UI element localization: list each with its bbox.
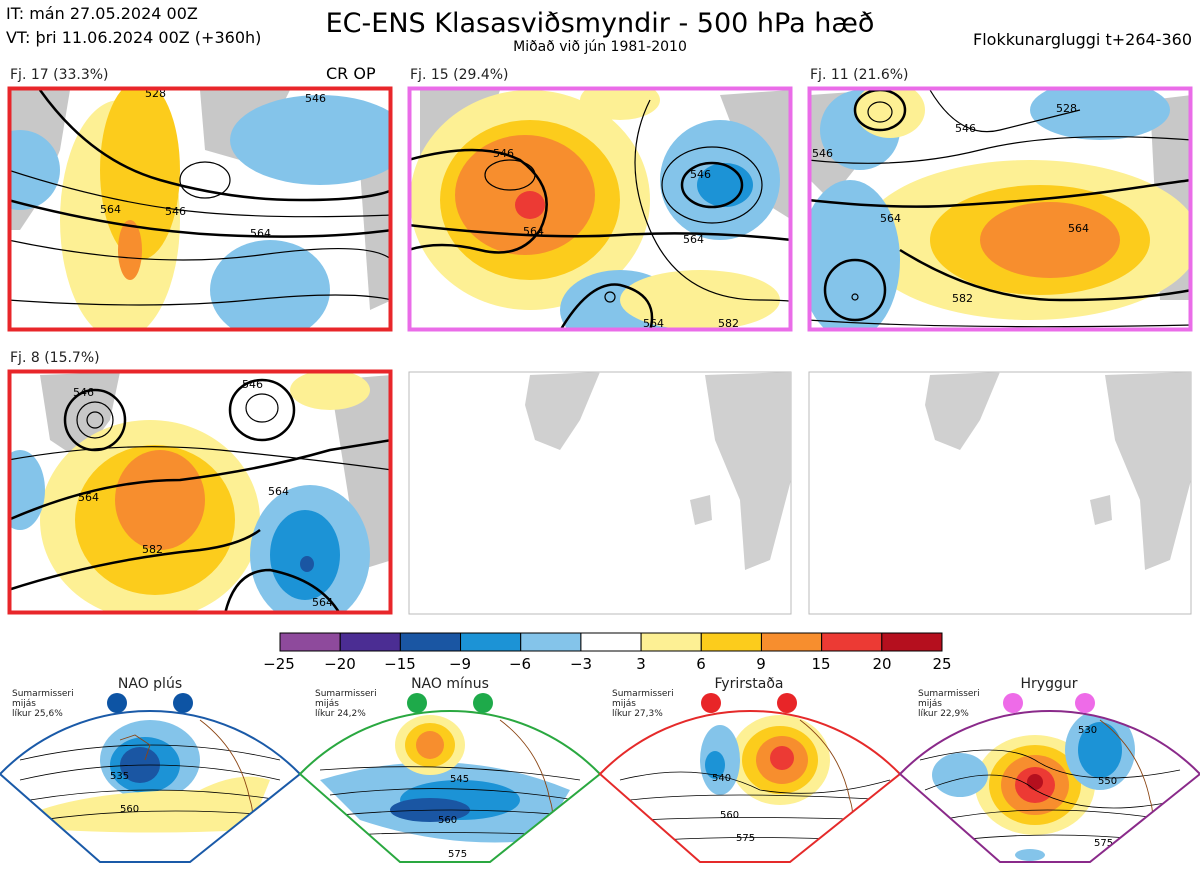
- cluster-frame-8: [7, 369, 393, 615]
- regime-contour-label: 530: [1078, 725, 1097, 736]
- regime-title-ridge: Hryggur: [1020, 676, 1078, 692]
- regime-contour-label: 545: [450, 774, 469, 785]
- contour-label: 546: [165, 205, 186, 218]
- empty-map-5: [408, 371, 792, 615]
- regime-dot: [701, 693, 721, 713]
- contour-label: 582: [142, 543, 163, 556]
- regime-frame-nao-minus: [298, 709, 602, 863]
- colorbar-segment: [339, 632, 401, 652]
- cluster-frame-15: [407, 86, 793, 332]
- colorbar-segment: [399, 632, 462, 652]
- contour-label: 564: [523, 225, 544, 238]
- contour-label: 582: [952, 292, 973, 305]
- contour-label: 564: [312, 596, 333, 609]
- colorbar-segment: [821, 632, 883, 652]
- regime-note-nao-minus: Sumarmisseri mijás líkur 24,2%: [315, 689, 377, 719]
- colorbar-segment: [460, 632, 522, 652]
- colorbar-segment: [279, 632, 341, 652]
- colorbar-tick: −25: [263, 655, 295, 673]
- contour-label: 546: [955, 122, 976, 135]
- contour-label: 546: [242, 378, 263, 391]
- cluster-frame-11: [807, 86, 1193, 332]
- init-time: IT: mán 27.05.2024 00Z: [6, 4, 198, 23]
- contour-label: 582: [718, 317, 739, 330]
- colorbar-tick: 25: [932, 655, 952, 673]
- cluster-label-15: Fj. 15 (29.4%): [410, 67, 509, 83]
- valid-time: VT: þri 11.06.2024 00Z (+360h): [6, 28, 262, 47]
- colorbar-tick: −15: [384, 655, 416, 673]
- colorbar-tick: −3: [569, 655, 593, 673]
- contour-label: 564: [1068, 222, 1089, 235]
- colorbar-segment: [760, 632, 823, 652]
- cluster-label-17: Fj. 17 (33.3%): [10, 67, 109, 83]
- regime-dot: [473, 693, 493, 713]
- regime-contour-label: 575: [1094, 838, 1113, 849]
- contour-label: 564: [78, 491, 99, 504]
- regime-title-nao-minus: NAO mínus: [411, 676, 489, 692]
- contour-label: 546: [690, 168, 711, 181]
- colorbar-segment: [881, 632, 943, 652]
- regime-dot: [407, 693, 427, 713]
- colorbar-tick: 20: [872, 655, 892, 673]
- regime-contour-label: 560: [720, 810, 739, 821]
- contour-label: 546: [812, 147, 833, 160]
- colorbar-segment: [520, 632, 582, 652]
- contour-label: 564: [100, 203, 121, 216]
- contour-label: 546: [73, 386, 94, 399]
- regime-dot: [777, 693, 797, 713]
- regime-dot: [1075, 693, 1095, 713]
- page-title: EC-ENS Klasasviðsmyndir - 500 hPa hæð: [325, 8, 875, 39]
- cluster-map-17: 564 546 564 546 528: [8, 87, 392, 331]
- colorbar-tick: 6: [696, 655, 706, 673]
- empty-map-6: [808, 371, 1192, 615]
- regime-note-ridge: Sumarmisseri mijás líkur 22,9%: [918, 689, 980, 719]
- regime-dot: [1003, 693, 1023, 713]
- contour-label: 564: [268, 485, 289, 498]
- colorbar-segment: [640, 632, 702, 652]
- regime-title-nao-plus: NAO plús: [117, 676, 183, 692]
- control-op-tag: CR OP: [326, 64, 376, 83]
- regime-frame-ridge: [898, 709, 1200, 863]
- cluster-label-8: Fj. 8 (15.7%): [10, 350, 100, 366]
- cluster-label-11: Fj. 11 (21.6%): [810, 67, 909, 83]
- contour-label: 546: [305, 92, 326, 105]
- regime-contour-label: 535: [110, 771, 129, 782]
- colorbar-tick: −20: [324, 655, 356, 673]
- colorbar-segment: [700, 632, 762, 652]
- regime-contour-label: 575: [736, 833, 755, 844]
- regime-frame-nao-plus: [0, 709, 302, 863]
- regime-contour-label: 560: [438, 815, 457, 826]
- colorbar-tick: 15: [811, 655, 831, 673]
- colorbar-tick: 9: [756, 655, 766, 673]
- colorbar: [279, 632, 943, 652]
- regime-title-blocking: Fyrirstaða: [714, 676, 784, 692]
- regime-dot: [107, 693, 127, 713]
- page-subtitle: Miðað við jún 1981-2010: [513, 39, 687, 55]
- regime-dot: [173, 693, 193, 713]
- contour-label: 564: [683, 233, 704, 246]
- contour-label: 528: [1056, 102, 1077, 115]
- cluster-map-15: 546 564 546 564 564 582: [408, 87, 792, 331]
- regime-frame-blocking: [598, 709, 902, 863]
- regime-contour-label: 540: [712, 773, 731, 784]
- contour-label: 546: [493, 147, 514, 160]
- classification-window: Flokkunargluggi t+264-360: [973, 30, 1192, 49]
- contour-label: 564: [880, 212, 901, 225]
- contour-label: 564: [643, 317, 664, 330]
- colorbar-tick: −6: [508, 655, 532, 673]
- regime-note-nao-plus: Sumarmisseri mijás líkur 25,6%: [12, 689, 74, 719]
- cluster-frame-17: [7, 86, 393, 332]
- cluster-map-11: 546 564 564 582 528 546: [808, 87, 1192, 331]
- cluster-map-8: 546 546 564 564 582 564: [8, 370, 392, 614]
- colorbar-tick: 3: [636, 655, 646, 673]
- regime-contour-label: 560: [120, 804, 139, 815]
- colorbar-tick: −9: [448, 655, 472, 673]
- colorbar-segment: [580, 632, 642, 652]
- contour-label: 564: [250, 227, 271, 240]
- regime-contour-label: 550: [1098, 776, 1117, 787]
- regime-note-blocking: Sumarmisseri mijás líkur 27,3%: [612, 689, 674, 719]
- regime-contour-label: 575: [448, 849, 467, 860]
